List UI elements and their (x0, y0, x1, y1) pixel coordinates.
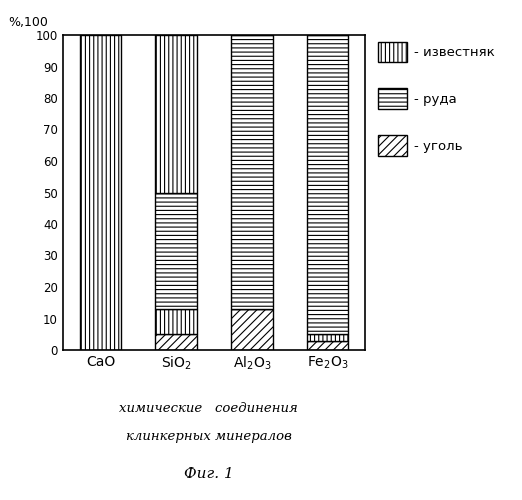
Bar (231, 309, 272, 350)
Bar (156, 309, 197, 334)
Bar (156, 192, 197, 309)
Bar (80, 35, 121, 350)
Legend: - известняк, - руда, - уголь: - известняк, - руда, - уголь (378, 42, 494, 156)
Bar (156, 35, 197, 192)
Bar (307, 334, 348, 340)
Text: Фиг. 1: Фиг. 1 (184, 466, 234, 480)
Text: химические   соединения: химические соединения (120, 402, 298, 415)
Text: клинкерных минералов: клинкерных минералов (126, 430, 292, 443)
Bar (307, 35, 348, 334)
Bar (231, 35, 272, 309)
Bar (156, 334, 197, 350)
Text: %,100: %,100 (8, 16, 48, 28)
Bar (307, 340, 348, 350)
